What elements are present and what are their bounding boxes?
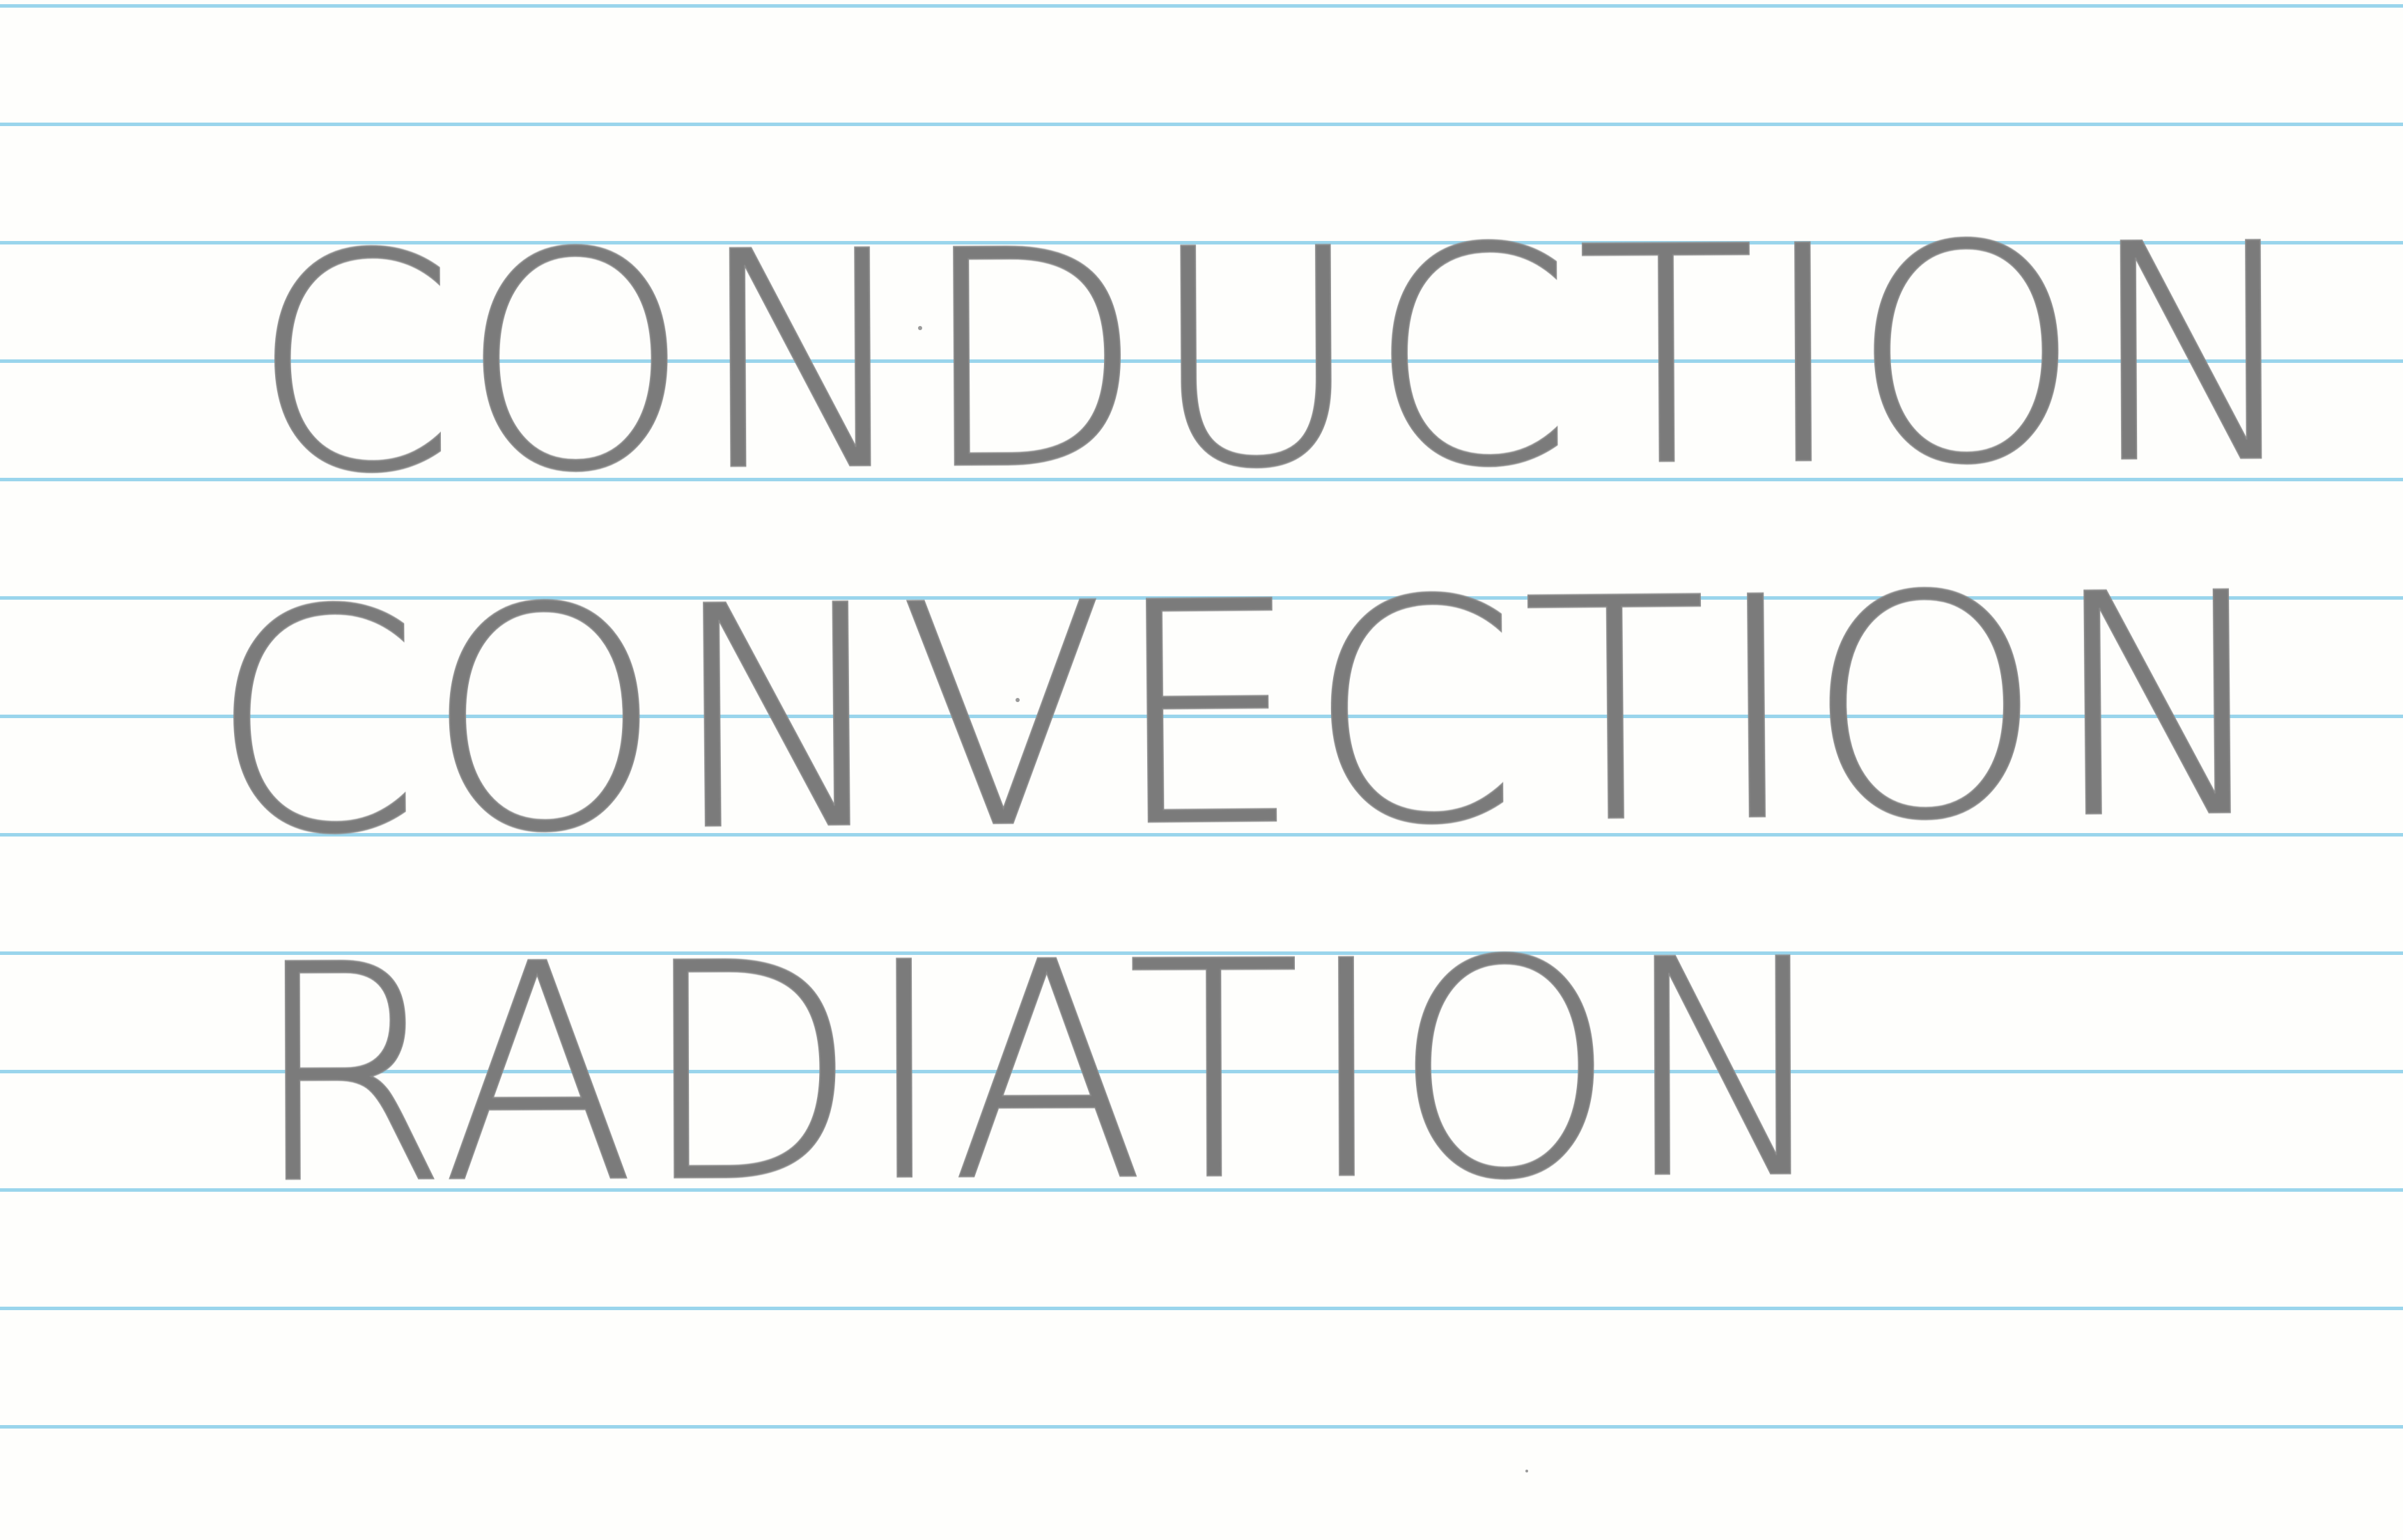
rule-line	[0, 1425, 2403, 1429]
rule-line	[0, 1188, 2403, 1192]
rule-line	[0, 4, 2403, 8]
rule-line	[0, 715, 2403, 718]
rule-line	[0, 833, 2403, 837]
handwritten-word-convection: CONVECTION	[207, 527, 2282, 903]
rule-line	[0, 123, 2403, 126]
rule-line	[0, 1070, 2403, 1073]
pencil-speck	[1016, 698, 1020, 702]
pencil-speck	[918, 326, 922, 330]
rule-line	[0, 241, 2403, 244]
handwritten-word-radiation: RADIATION	[249, 896, 1839, 1251]
handwritten-word-conduction: CONDUCTION	[249, 180, 2311, 540]
pencil-speck	[1525, 1470, 1528, 1472]
rule-line	[0, 1307, 2403, 1310]
rule-line	[0, 359, 2403, 363]
rule-line	[0, 596, 2403, 600]
rule-line	[0, 951, 2403, 955]
rule-line	[0, 478, 2403, 481]
